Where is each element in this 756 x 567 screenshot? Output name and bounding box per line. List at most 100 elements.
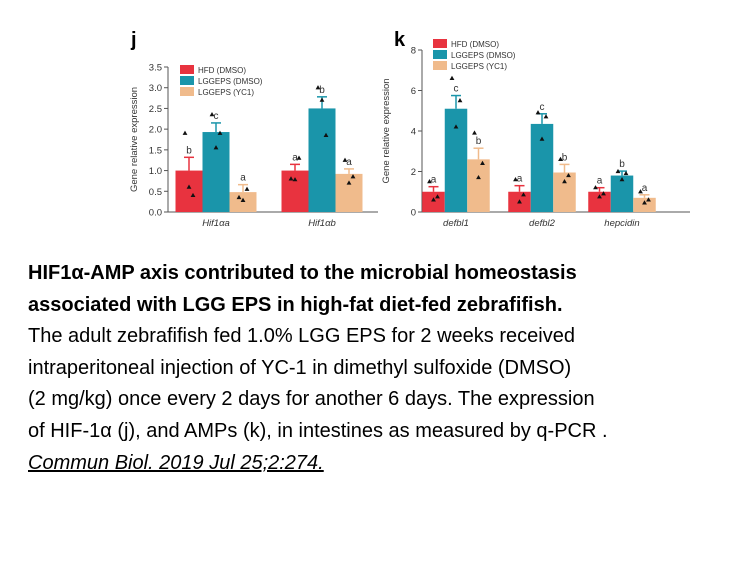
panel-k-y-tick-label: 4 <box>411 127 416 138</box>
panel-k-data-point <box>646 197 651 202</box>
caption-body-line-2: intraperitoneal injection of YC-1 in dim… <box>28 356 572 379</box>
panel-j-data-point <box>213 145 219 150</box>
panel-k-legend-swatch <box>433 61 447 70</box>
panel-j-data-point <box>346 180 352 185</box>
panel-j-category-label: Hif1αb <box>308 218 336 229</box>
panel-j-y-tick-label: 1.5 <box>149 145 162 156</box>
panel-k-category-label: hepcidin <box>604 218 639 229</box>
panel-k-bar <box>633 197 656 212</box>
panel-k-legend-swatch <box>433 39 447 48</box>
panel-j-data-point <box>182 130 188 135</box>
figure-caption: HIF1α-AMP axis contributed to the microb… <box>28 258 743 479</box>
panel-j-data-point <box>236 194 242 200</box>
panel-k-data-point <box>638 189 643 194</box>
panel-k-significance-letter: c <box>540 102 545 113</box>
panel-j-bar <box>308 108 336 212</box>
panel-j-legend-label: HFD (DMSO) <box>198 66 246 75</box>
panel-j-legend-swatch <box>180 87 194 96</box>
panel-j-data-point <box>292 177 298 182</box>
panel-j-legend-label: LGGEPS (DMSO) <box>198 77 263 86</box>
panel-k-significance-letter: a <box>517 174 523 185</box>
panel-j-y-tick-label: 1.0 <box>149 166 162 177</box>
panel-k-data-point <box>449 75 455 80</box>
panel-j-bar <box>202 132 230 212</box>
panel-k-bar <box>588 191 611 212</box>
panel-k-data-point <box>517 199 522 204</box>
panel-k-bar <box>553 172 576 212</box>
panel-k-significance-letter: a <box>597 176 603 187</box>
panel-j-data-point <box>319 97 325 102</box>
panel-j-significance-letter: b <box>319 85 325 96</box>
panel-k-y-tick-label: 6 <box>411 86 416 97</box>
panel-j-significance-letter: a <box>292 152 298 163</box>
panel-k-data-point <box>543 114 549 119</box>
panel-j-legend-label: LGGEPS (YC1) <box>198 88 254 97</box>
panel-j-y-tick-label: 0.5 <box>149 187 162 198</box>
panel-j-y-tick-label: 2.0 <box>149 125 162 136</box>
panel-j-data-point <box>209 112 215 117</box>
panel-j-data-point <box>296 155 302 160</box>
panel-k-bar <box>422 191 445 212</box>
panel-j-y-tick-label: 3.0 <box>149 83 162 94</box>
panel-j-legend-swatch <box>180 65 194 74</box>
panel-k-significance-letter: b <box>619 159 625 170</box>
panel-j-label: j <box>130 29 137 51</box>
panel-j-data-point <box>288 176 294 181</box>
citation-link[interactable]: Commun Biol. 2019 Jul 25;2:274. <box>28 451 324 474</box>
panel-j-bar <box>281 170 309 212</box>
panel-j-legend-swatch <box>180 76 194 85</box>
panel-k-data-point <box>535 110 541 115</box>
panel-k-data-point <box>513 177 518 182</box>
panel-k-y-tick-label: 8 <box>411 46 416 57</box>
figure-panels: j 0.0 0.5 1.0 1.5 2.0 2.5 3.0 3.5 Gene relative e… <box>129 29 690 229</box>
caption-body-line-1: The adult zebrafifish fed 1.0% LGG EPS f… <box>28 325 575 348</box>
panel-j-category-label: Hif1αa <box>202 218 230 229</box>
panel-k-legend-swatch <box>433 50 447 59</box>
panel-k-significance-letter: a <box>642 183 648 194</box>
panel-k-legend-label: HFD (DMSO) <box>451 40 499 49</box>
panel-k-data-point <box>623 170 629 176</box>
panel-j-data-point <box>190 192 196 198</box>
panel-k-category-label: defbl2 <box>529 218 556 229</box>
panel-j-bar <box>335 173 363 212</box>
panel-k-bar <box>610 175 634 212</box>
panel-j-significance-letter: b <box>186 145 192 156</box>
panel-k-data-point <box>562 179 567 184</box>
panel-k-data-point <box>601 191 606 196</box>
panel-k-data-point <box>427 179 432 184</box>
panel-k-data-point <box>457 98 463 103</box>
panel-j-bar <box>175 170 203 212</box>
panel-j-data-point <box>217 130 223 135</box>
panel-j-data-point <box>240 197 246 202</box>
panel-k-significance-letter: a <box>431 175 437 186</box>
panel-k-data-point <box>521 192 526 197</box>
panel-k-data-point <box>593 185 598 190</box>
panel-j-significance-letter: c <box>214 111 219 122</box>
panel-j-data-point <box>315 85 321 90</box>
panel-k-data-point <box>431 197 436 202</box>
panel-k-legend-label: LGGEPS (DMSO) <box>451 51 516 60</box>
panel-k-y-axis-title: Gene relative expression <box>381 78 392 183</box>
panel-k-data-point <box>539 136 545 141</box>
panel-k-data-point <box>597 194 602 199</box>
panel-k-data-point <box>619 177 625 182</box>
panel-k-significance-letter: b <box>476 136 482 147</box>
panel-j-y-axis-title: Gene relative expression <box>129 87 140 192</box>
panel-j-data-point <box>186 184 192 189</box>
panel-k-data-point <box>453 124 459 129</box>
panel-j-y-tick-label: 3.5 <box>149 63 162 74</box>
panel-k-data-point <box>566 172 571 178</box>
panel-j-significance-letter: a <box>346 157 352 168</box>
caption-body-line-3: (2 mg/kg) once every 2 days for another … <box>28 388 595 411</box>
panel-j-data-point <box>244 186 250 191</box>
panel-k-data-point <box>476 174 481 180</box>
panel-j-y-tick-label: 0.0 <box>149 208 162 219</box>
panel-k-bar <box>530 123 554 212</box>
panel-k-label: k <box>394 29 406 51</box>
panel-k-y-tick-label: 0 <box>411 208 416 219</box>
panel-k-data-point <box>615 168 621 174</box>
panel-j-data-point <box>342 157 348 162</box>
panel-k-data-point <box>472 130 477 135</box>
panel-k-bar <box>444 108 468 212</box>
caption-title-line-2: associated with LGG EPS in high-fat diet… <box>28 293 563 316</box>
